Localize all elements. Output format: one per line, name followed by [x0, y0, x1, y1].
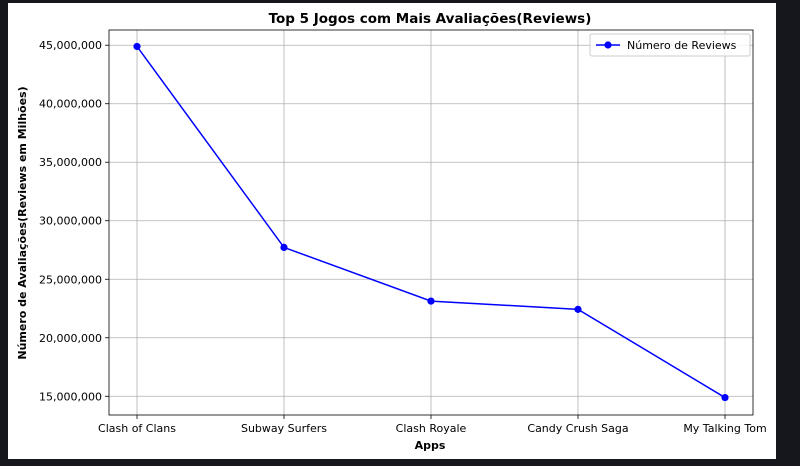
y-tick-label: 45,000,000 — [39, 39, 102, 52]
plot-frame — [108, 29, 754, 416]
data-point — [280, 243, 288, 251]
data-point — [721, 393, 729, 402]
legend-marker — [604, 41, 612, 49]
data-point — [133, 42, 141, 51]
x-tick-label: Clash Royale — [396, 422, 467, 435]
x-axis-label: Apps — [415, 439, 446, 452]
data-point — [574, 305, 582, 313]
legend-label: Número de Reviews — [627, 39, 737, 52]
legend: Número de Reviews — [589, 33, 751, 57]
series-layer — [133, 42, 729, 402]
x-tick-label: My Talking Tom — [683, 422, 766, 435]
y-tick-label: 35,000,000 — [39, 156, 102, 169]
y-tick-label: 40,000,000 — [39, 98, 102, 111]
x-tick-label: Clash of Clans — [98, 422, 176, 435]
y-tick-label: 20,000,000 — [39, 332, 102, 345]
axes: Clash of Clans Subway Surfers Clash Royale… — [39, 29, 767, 435]
line-chart: Top 5 Jogos com Mais Avaliações(Reviews)… — [16, 11, 767, 452]
x-tick-label: Subway Surfers — [241, 422, 327, 435]
y-tick-label: 30,000,000 — [39, 215, 102, 228]
chart-title: Top 5 Jogos com Mais Avaliações(Reviews) — [269, 11, 592, 27]
data-point — [427, 297, 435, 305]
grid-lines — [109, 30, 753, 415]
y-axis-label: Número de Avaliações(Reviews em Milhões) — [16, 86, 29, 359]
y-tick-label: 15,000,000 — [39, 390, 102, 403]
legend-box — [589, 33, 751, 57]
chart-figure: Top 5 Jogos com Mais Avaliações(Reviews)… — [8, 3, 776, 459]
x-tick-label: Candy Crush Saga — [527, 422, 628, 435]
y-tick-label: 25,000,000 — [39, 273, 102, 286]
